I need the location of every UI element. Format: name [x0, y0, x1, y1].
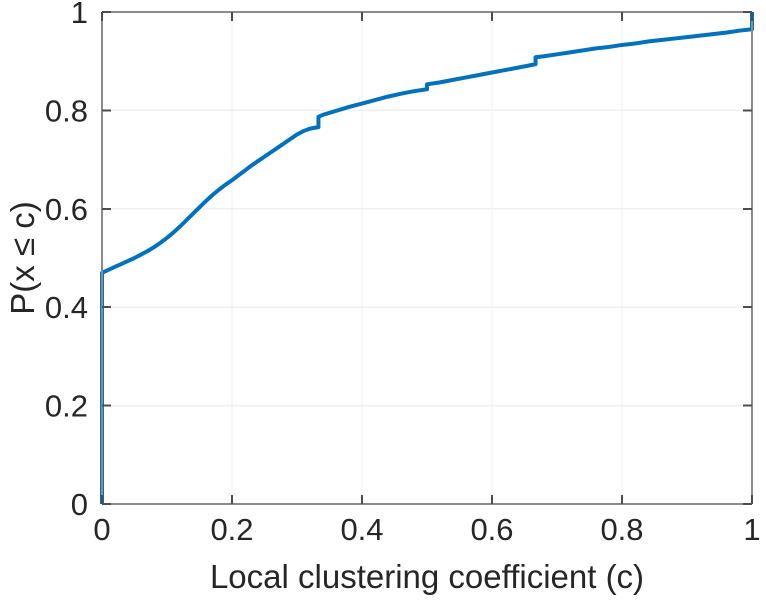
- y-tick-label: 0.4: [45, 290, 88, 325]
- x-tick-label: 0.8: [600, 512, 643, 547]
- y-axis-title: P(x ≤ c): [4, 201, 41, 314]
- y-tick-label: 0: [71, 487, 88, 522]
- plot-area-background: [102, 12, 752, 504]
- y-tick-label: 1: [71, 0, 88, 30]
- vertical-gridlines: [231, 12, 623, 504]
- cdf-curve: [100, 12, 754, 504]
- x-tick-label: 0: [93, 512, 110, 547]
- y-tick-label: 0.2: [45, 389, 88, 424]
- horizontal-gridlines: [102, 109, 752, 407]
- axis-box: [100, 10, 754, 506]
- x-axis-ticks: [101, 12, 753, 504]
- y-axis-tick-labels: 0 0.2 0.4 0.6 0.8 1: [45, 0, 88, 522]
- x-axis-tick-labels: 0 0.2 0.4 0.6 0.8 1: [93, 512, 760, 547]
- x-tick-label: 0.6: [470, 512, 513, 547]
- y-axis-ticks: [102, 11, 752, 505]
- y-tick-label: 0.6: [45, 192, 88, 227]
- x-tick-label: 1: [743, 512, 760, 547]
- x-axis-title: Local clustering coefficient (c): [210, 558, 644, 595]
- x-tick-label: 0.4: [340, 512, 383, 547]
- y-tick-label: 0.8: [45, 93, 88, 128]
- x-tick-label: 0.2: [210, 512, 253, 547]
